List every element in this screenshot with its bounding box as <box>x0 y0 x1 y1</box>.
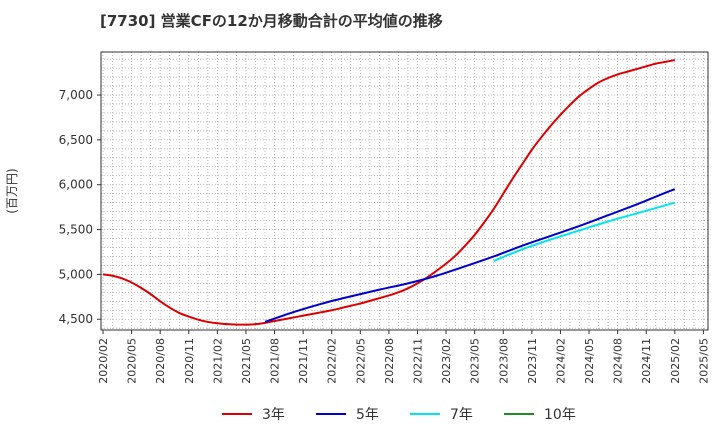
y-tick-label: 6,500 <box>59 133 93 147</box>
y-tick-label: 4,500 <box>59 312 93 326</box>
legend-item: 5年 <box>316 402 379 426</box>
x-tick-label: 2021/05 <box>240 338 253 384</box>
x-tick-label: 2020/08 <box>154 338 167 384</box>
plot-frame <box>100 51 709 331</box>
legend-label: 10年 <box>544 407 576 423</box>
legend-label: 3年 <box>262 407 285 423</box>
legend-label: 5年 <box>356 407 379 423</box>
legend-swatch <box>410 413 440 415</box>
series-lines <box>102 59 676 326</box>
x-tick-label: 2025/05 <box>697 338 710 384</box>
series-line-0 <box>102 59 675 326</box>
x-tick-label: 2025/02 <box>669 338 682 384</box>
y-tick-label: 7,000 <box>59 88 93 102</box>
x-tick-label: 2020/02 <box>97 338 110 384</box>
x-tick-label: 2023/08 <box>497 338 510 384</box>
grid <box>101 52 708 330</box>
x-tick-label: 2021/02 <box>211 338 224 384</box>
x-tick-label: 2024/02 <box>554 338 567 384</box>
x-tick-label: 2024/05 <box>583 338 596 384</box>
legend-item: 10年 <box>504 402 576 426</box>
x-tick-label: 2023/02 <box>440 338 453 384</box>
x-tick-label: 2022/02 <box>326 338 339 384</box>
series-line-2 <box>493 201 676 262</box>
chart-title: [7730] 営業CFの12か月移動合計の平均値の推移 <box>100 12 443 30</box>
y-axis-label: (百万円) <box>5 168 19 213</box>
y-tick-label: 5,000 <box>59 267 93 281</box>
legend-label: 7年 <box>450 407 473 423</box>
legend-swatch <box>222 413 252 415</box>
legend-swatch <box>504 413 534 415</box>
axes <box>97 51 709 334</box>
y-tick-label: 6,000 <box>59 178 93 192</box>
x-tick-label: 2022/08 <box>383 338 396 384</box>
x-tick-label: 2024/08 <box>612 338 625 384</box>
x-tick-label: 2021/08 <box>269 338 282 384</box>
x-tick-label: 2021/11 <box>297 338 310 384</box>
tick-labels: 4,500 5,000 5,500 6,000 6,500 7,000 (百万円) 2020/… <box>5 88 710 384</box>
x-tick-label: 2023/11 <box>526 338 539 384</box>
legend-item: 3年 <box>222 402 285 426</box>
series-line-1 <box>264 188 676 323</box>
x-tick-label: 2023/05 <box>469 338 482 384</box>
legend-swatch <box>316 413 346 415</box>
x-tick-label: 2020/05 <box>126 338 139 384</box>
legend: 3年 5年 7年 10年 <box>0 402 720 426</box>
x-tick-label: 2022/05 <box>354 338 367 384</box>
legend-item: 7年 <box>410 402 473 426</box>
x-tick-label: 2024/11 <box>640 338 653 384</box>
x-tick-label: 2022/11 <box>411 338 424 384</box>
x-tick-label: 2020/11 <box>183 338 196 384</box>
y-tick-label: 5,500 <box>59 223 93 237</box>
